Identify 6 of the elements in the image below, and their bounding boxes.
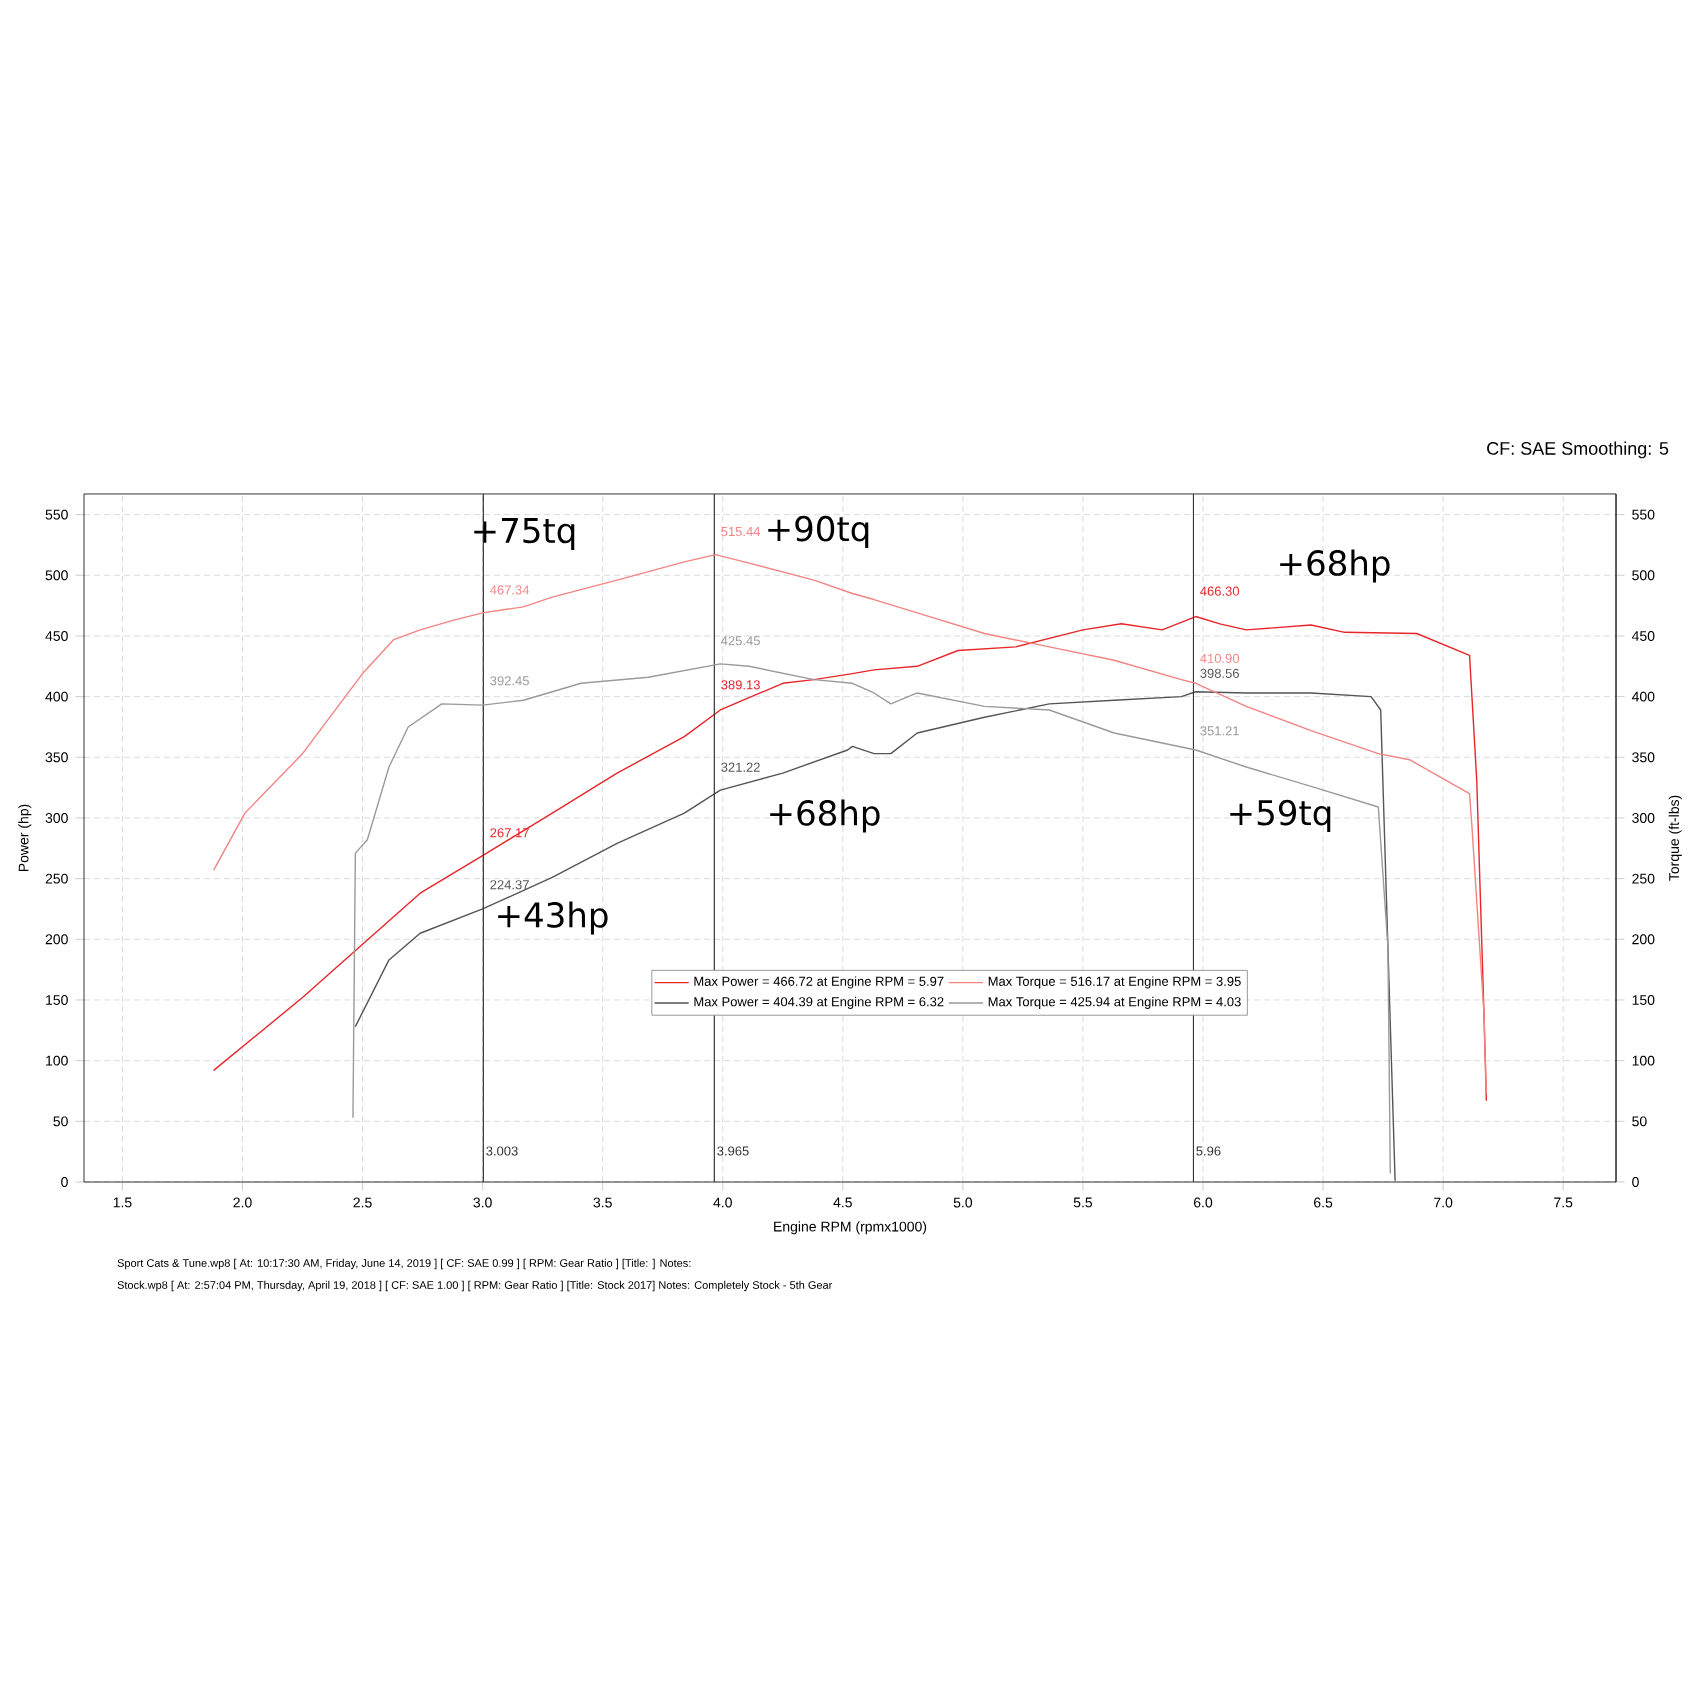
annotation: +68hp	[1280, 549, 1390, 583]
annotation: +59tq	[1230, 799, 1331, 833]
annotation: +43hp	[498, 901, 608, 935]
text: CF: SAE Smoothing: 5	[1487, 441, 1669, 459]
annotation: +68hp	[770, 799, 880, 833]
annotation: +90tq	[768, 515, 869, 549]
